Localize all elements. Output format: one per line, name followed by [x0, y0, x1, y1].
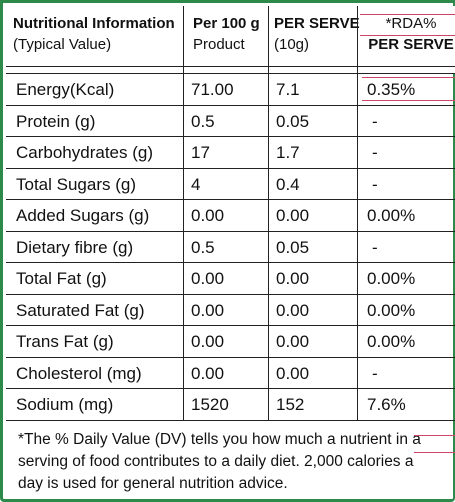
- header-per100: Per 100 g Product: [193, 6, 273, 66]
- nutrient-name: Saturated Fat (g): [16, 300, 145, 320]
- per-100g-value: 0.00: [191, 363, 225, 383]
- header-separator: [6, 67, 455, 74]
- nutrient-name: Total Sugars (g): [16, 174, 136, 194]
- energy-rda-highlight-mark: [362, 77, 455, 101]
- rda-value: -: [372, 143, 378, 162]
- table-row: Carbohydrates (g) 17 1.7 -: [6, 137, 455, 169]
- per-serve-value: 0.00: [276, 363, 310, 383]
- per-100g-value: 71.00: [191, 80, 234, 99]
- rda-value: -: [372, 363, 378, 383]
- table-row: Total Fat (g) 0.00 0.00 0.00%: [6, 263, 455, 295]
- footnote-highlight-mark: [414, 435, 455, 453]
- header-rda-sub: PER SERVE: [368, 36, 454, 53]
- rda-value: 7.6%: [367, 395, 406, 414]
- per-serve-value: 0.00: [276, 269, 310, 288]
- rda-value: 0.00%: [367, 300, 416, 320]
- header-per100-sub: Product: [193, 36, 245, 53]
- nutrient-name: Dietary fibre (g): [16, 237, 134, 257]
- header-rda: *RDA% PER SERVE: [368, 6, 454, 66]
- table-row: Total Sugars (g) 4 0.4 -: [6, 169, 455, 200]
- table-row: Saturated Fat (g) 0.00 0.00 0.00%: [6, 295, 455, 326]
- per-100g-value: 0.00: [191, 332, 225, 351]
- per-serve-value: 152: [276, 395, 305, 414]
- footnote: *The % Daily Value (DV) tells you how mu…: [6, 420, 455, 500]
- per-serve-value: 0.4: [276, 174, 300, 194]
- per-100g-value: 0.5: [191, 237, 215, 257]
- per-100g-value: 0.00: [191, 300, 225, 320]
- per-serve-value: 0.00: [276, 206, 310, 225]
- footnote-line: *The % Daily Value (DV) tells you how mu…: [18, 431, 421, 448]
- rda-value: 0.35%: [367, 80, 416, 99]
- nutrient-rows: Energy(Kcal) 71.00 7.1 0.35% Protein (g) 0.5 0…: [6, 74, 455, 421]
- table-row: Energy(Kcal) 71.00 7.1 0.35%: [6, 74, 455, 106]
- table-row: Added Sugars (g) 0.00 0.00 0.00%: [6, 200, 455, 232]
- nutrient-name: Sodium (mg): [16, 395, 114, 414]
- nutrient-name: Trans Fat (g): [16, 332, 114, 351]
- table-header: Nutritional Information (Typical Value) …: [6, 6, 455, 67]
- header-nutrient: Nutritional Information (Typical Value): [13, 6, 183, 66]
- per-serve-value: 0.05: [276, 237, 310, 257]
- per-serve-value: 0.05: [276, 111, 310, 131]
- column-divider: [183, 6, 184, 420]
- column-divider: [357, 6, 358, 420]
- rda-value: -: [372, 174, 378, 194]
- rda-value: 0.00%: [367, 332, 416, 351]
- per-serve-value: 0.00: [276, 332, 310, 351]
- table-row: Protein (g) 0.5 0.05 -: [6, 106, 455, 137]
- footnote-line: day is used for general nutrition advice…: [18, 475, 288, 492]
- table-row: Trans Fat (g) 0.00 0.00 0.00%: [6, 326, 455, 358]
- header-nutrient-title: Nutritional Information: [13, 15, 175, 32]
- footnote-line: serving of food contributes to a daily d…: [18, 453, 414, 470]
- column-divider: [268, 6, 269, 420]
- per-100g-value: 0.00: [191, 269, 225, 288]
- per-serve-value: 7.1: [276, 80, 300, 99]
- rda-highlight-mark: [360, 14, 455, 36]
- per-serve-value: 0.00: [276, 300, 310, 320]
- table-row: Dietary fibre (g) 0.5 0.05 -: [6, 232, 455, 263]
- rda-value: 0.00%: [367, 206, 416, 225]
- per-100g-value: 0.00: [191, 206, 225, 225]
- per-serve-value: 1.7: [276, 143, 300, 162]
- rda-value: -: [372, 237, 378, 257]
- table-row: Cholesterol (mg) 0.00 0.00 -: [6, 358, 455, 389]
- header-per-serve: PER SERVE (10g): [274, 6, 360, 66]
- nutrient-name: Carbohydrates (g): [16, 143, 154, 162]
- nutrient-name: Added Sugars (g): [16, 206, 150, 225]
- rda-value: 0.00%: [367, 269, 416, 288]
- header-nutrient-sub: (Typical Value): [13, 36, 112, 53]
- header-per-serve-title: PER SERVE: [274, 15, 360, 32]
- rda-value: -: [372, 111, 378, 131]
- header-per100-title: Per 100 g: [193, 15, 260, 32]
- nutrient-name: Cholesterol (mg): [16, 363, 142, 383]
- per-100g-value: 4: [191, 174, 201, 194]
- header-rda-title: *RDA%: [385, 15, 437, 32]
- table-row: Sodium (mg) 1520 152 7.6%: [6, 389, 455, 421]
- header-per-serve-sub: (10g): [274, 36, 310, 53]
- nutrient-name: Energy(Kcal): [16, 80, 115, 99]
- nutrient-name: Protein (g): [16, 111, 96, 131]
- nutrient-name: Total Fat (g): [16, 269, 107, 288]
- per-100g-value: 0.5: [191, 111, 215, 131]
- per-100g-value: 1520: [191, 395, 229, 414]
- per-100g-value: 17: [191, 143, 210, 162]
